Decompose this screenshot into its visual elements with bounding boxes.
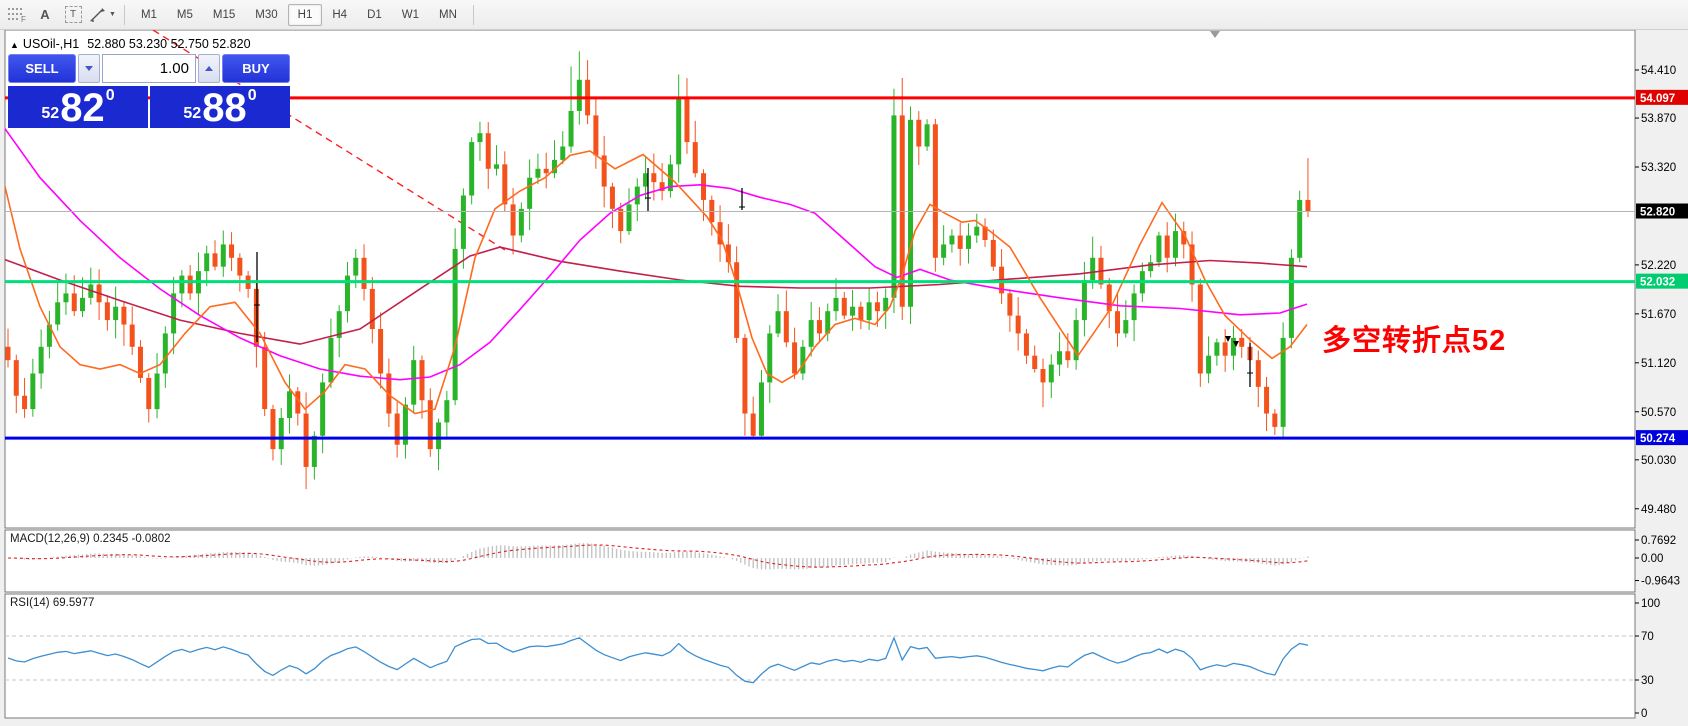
cycle-lines-icon[interactable]: ▼: [88, 2, 117, 28]
svg-text:52.220: 52.220: [1641, 260, 1676, 272]
svg-text:-0.9643: -0.9643: [1641, 576, 1680, 588]
chart-title: ▲ USOil-,H1 52.880 53.230 52.750 52.820: [10, 37, 251, 51]
svg-text:30: 30: [1641, 675, 1654, 687]
f-glyph: F: [21, 15, 26, 23]
timeframe-group: M1 M5 M15 M30 H1 H4 D1 W1 MN: [131, 3, 467, 26]
symbol-period: USOil-,H1: [22, 37, 80, 51]
svg-text:50.570: 50.570: [1641, 407, 1676, 419]
buy-button[interactable]: BUY: [222, 54, 290, 83]
buy-price-display[interactable]: 52 88 0: [150, 86, 290, 128]
arrow-down-icon: [85, 66, 93, 71]
macd-indicator-label: MACD(12,26,9) 0.2345 -0.0802: [10, 533, 171, 545]
volume-increase-button[interactable]: [198, 54, 220, 83]
volume-decrease-button[interactable]: [78, 54, 100, 83]
rsi-value: 69.5977: [52, 597, 95, 609]
sell-price-main: 82: [60, 86, 105, 131]
grid-f-icon[interactable]: F: [4, 2, 30, 28]
timeframe-button-d1[interactable]: D1: [367, 8, 382, 21]
svg-text:50.274: 50.274: [1640, 433, 1676, 445]
svg-text:0.7692: 0.7692: [1641, 535, 1676, 547]
svg-text:54.097: 54.097: [1640, 93, 1675, 105]
timeframe-button-m5[interactable]: M5: [176, 8, 193, 21]
rsi-indicator-label: RSI(14) 69.5977: [10, 597, 95, 609]
symbol-marker-icon: ▲: [10, 40, 19, 50]
timeframe-button-m1[interactable]: M1: [140, 8, 157, 21]
svg-text:0.00: 0.00: [1641, 553, 1663, 565]
timeframe-button-h4[interactable]: H4: [332, 8, 348, 21]
timeframe-button-h1[interactable]: H1: [287, 3, 323, 26]
text-a-icon[interactable]: A: [40, 7, 50, 22]
buy-price-main: 88: [202, 86, 247, 131]
toolbar-separator: [472, 4, 474, 25]
toolbar-separator: [123, 4, 125, 25]
sell-price-display[interactable]: 52 82 0: [8, 86, 148, 128]
buy-price-pip: 0: [247, 87, 257, 104]
svg-text:100: 100: [1641, 598, 1660, 610]
timeframe-button-m15[interactable]: M15: [212, 8, 236, 21]
ohlc-values: 52.880 53.230 52.750 52.820: [87, 37, 251, 51]
sell-button[interactable]: SELL: [8, 54, 76, 83]
svg-text:51.670: 51.670: [1641, 309, 1676, 321]
svg-text:70: 70: [1641, 631, 1654, 643]
one-click-trading-panel: SELL 1.00 BUY 52 82 0 52 88 0: [8, 54, 290, 128]
chart-annotation-text: 多空转折点52: [1322, 325, 1507, 357]
svg-text:54.410: 54.410: [1641, 65, 1676, 77]
label-t-icon[interactable]: T: [60, 2, 86, 28]
volume-input[interactable]: 1.00: [102, 54, 196, 83]
top-toolbar: F A T ▼ M1 M5 M15 M30 H1 H4 D1 W1 MN: [0, 0, 1688, 30]
svg-text:51.120: 51.120: [1641, 358, 1676, 370]
macd-main-value: 0.2345: [93, 533, 129, 545]
svg-text:0: 0: [1641, 708, 1647, 720]
macd-signal-value: -0.0802: [131, 533, 171, 545]
sell-price-pip: 0: [105, 87, 115, 104]
sell-price-bigfigure: 52: [41, 105, 60, 122]
svg-text:53.320: 53.320: [1641, 162, 1676, 174]
svg-text:50.030: 50.030: [1641, 455, 1676, 467]
svg-text:53.870: 53.870: [1641, 113, 1676, 125]
svg-text:49.480: 49.480: [1641, 504, 1676, 516]
arrow-up-icon: [205, 66, 213, 71]
chevron-down-icon: ▼: [109, 11, 116, 18]
timeframe-button-w1[interactable]: W1: [401, 8, 420, 21]
svg-text:52.032: 52.032: [1640, 277, 1675, 289]
timeframe-button-mn[interactable]: MN: [439, 8, 457, 21]
buy-price-bigfigure: 52: [183, 105, 202, 122]
svg-text:52.820: 52.820: [1640, 207, 1675, 219]
timeframe-button-m30[interactable]: M30: [255, 8, 278, 21]
